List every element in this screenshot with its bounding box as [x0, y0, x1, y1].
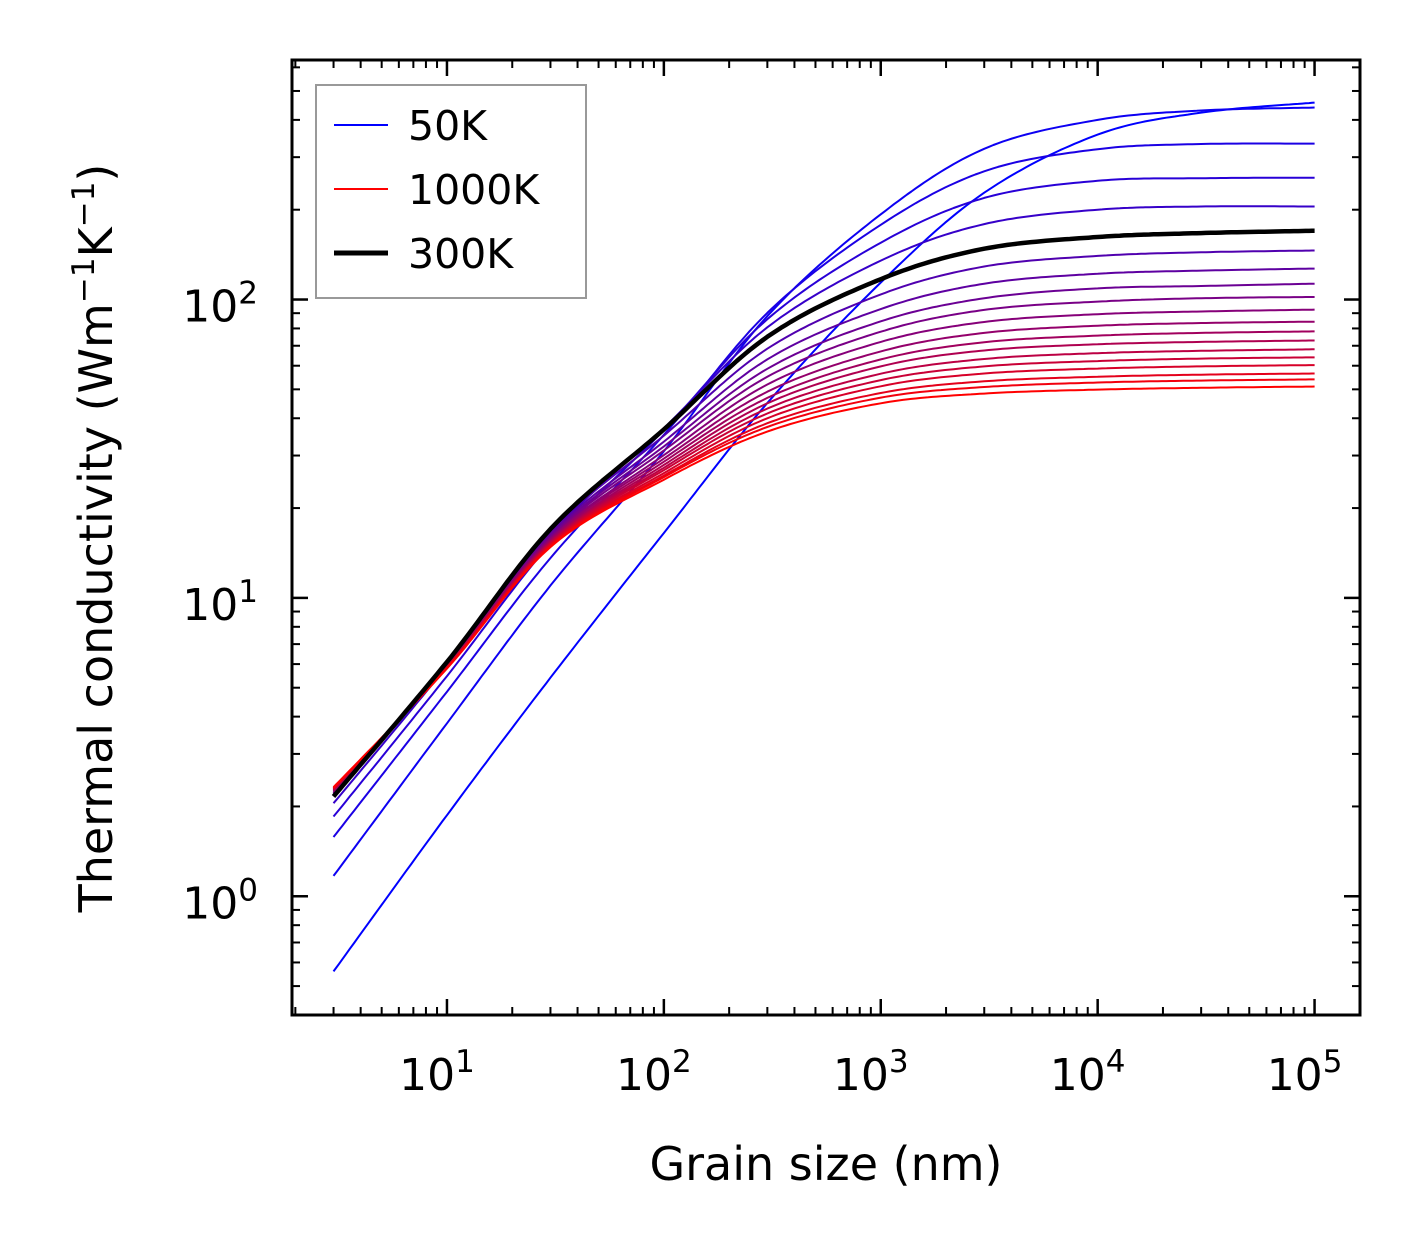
- x-tick-exponent: 4: [1106, 1044, 1126, 1080]
- y-axis-label: Thermal conductivity (Wm−1K−1): [66, 164, 123, 914]
- series-line-200k: [332, 176, 1315, 818]
- y-axis-label-sup1: −1: [66, 257, 102, 303]
- x-tick-exponent: 5: [1323, 1044, 1343, 1080]
- x-tick-label: 105: [1267, 1044, 1343, 1101]
- series-line-50k: [332, 101, 1315, 972]
- y-tick-base: 10: [182, 580, 238, 631]
- x-tick-base: 10: [1050, 1050, 1106, 1101]
- legend-item-300k: 300K: [334, 230, 514, 278]
- legend-item-50k: 50K: [334, 102, 488, 150]
- y-tick-label: 102: [182, 276, 258, 333]
- legend-label: 300K: [408, 230, 514, 278]
- series-layer: [331, 101, 1315, 972]
- legend-item-1000k: 1000K: [334, 166, 540, 214]
- legend-box: [315, 84, 587, 299]
- y-tick-label: 100: [182, 872, 258, 929]
- x-tick-base: 10: [833, 1050, 889, 1101]
- x-tick-label: 104: [1050, 1044, 1126, 1101]
- series-line-150k: [332, 142, 1315, 838]
- x-tick-label: 102: [616, 1044, 692, 1101]
- y-axis-label-mid: K: [69, 225, 123, 257]
- x-tick-label: 103: [833, 1044, 909, 1101]
- y-tick-label: 101: [182, 574, 258, 631]
- series-line-100k: [332, 106, 1315, 877]
- legend-label: 50K: [408, 102, 488, 150]
- y-axis-label-end: ): [69, 164, 123, 182]
- legend: 50K 1000K 300K: [315, 84, 587, 299]
- series-line-1000k: [332, 385, 1315, 788]
- x-tick-label: 101: [399, 1044, 475, 1101]
- x-tick-exponent: 3: [889, 1044, 909, 1080]
- x-tick-base: 10: [1267, 1050, 1323, 1101]
- x-tick-base: 10: [399, 1050, 455, 1101]
- y-tick-exponent: 2: [238, 276, 258, 312]
- plot-frame: [290, 58, 1362, 1017]
- legend-items: 50K 1000K 300K: [334, 102, 540, 278]
- series-line-300k: [331, 228, 1315, 798]
- x-tick-base: 10: [616, 1050, 672, 1101]
- x-tick-exponent: 2: [672, 1044, 692, 1080]
- y-axis-label-sup2: −1: [66, 182, 102, 228]
- y-tick-base: 10: [182, 282, 238, 333]
- x-tick-exponent: 1: [455, 1044, 475, 1080]
- legend-label: 1000K: [408, 166, 540, 214]
- y-tick-base: 10: [182, 878, 238, 929]
- y-tick-exponent: 0: [238, 872, 258, 908]
- y-tick-exponent: 1: [238, 574, 258, 610]
- y-axis-label-main: Thermal conductivity (Wm: [69, 303, 123, 913]
- x-axis-label: Grain size (nm): [650, 1137, 1003, 1191]
